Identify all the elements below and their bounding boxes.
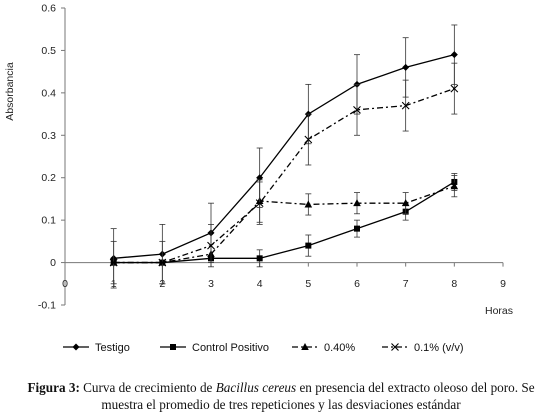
data-point [450, 51, 458, 59]
data-point [207, 241, 215, 250]
x-tick-label: 0 [62, 278, 68, 290]
y-tick-label: 0.4 [41, 87, 56, 99]
data-point [450, 84, 459, 93]
x-axis-label: Horas [485, 305, 513, 317]
figure-caption: Figura 3: Curva de crecimiento de Bacill… [8, 379, 554, 413]
y-axis-label: Absorbancia [4, 62, 16, 121]
data-point [401, 199, 410, 207]
legend-item-1: Testigo [63, 342, 130, 354]
y-tick-label: 0.5 [41, 45, 56, 57]
legend: Testigo Control Positivo 0.40% 0.1% (v/v) [63, 342, 464, 354]
growth-curve-chart: -0.100.10.20.30.40.50.6 0123456789 Absor… [4, 3, 513, 355]
legend-marker [391, 343, 399, 351]
data-point [158, 258, 167, 267]
x-tick-label: 8 [451, 278, 457, 290]
series-4 [109, 62, 459, 285]
legend-label: Testigo [95, 342, 130, 354]
y-tick-label: 0.1 [41, 215, 56, 227]
y-tick-label: 0.6 [41, 3, 56, 15]
data-point [304, 135, 313, 144]
x-tick-label: 9 [500, 278, 506, 290]
caption-text-after: en presencia del extracto oleoso del por… [101, 380, 535, 412]
data-point [305, 242, 312, 249]
legend-marker [301, 343, 309, 350]
data-point [109, 258, 118, 267]
data-point [354, 225, 360, 232]
legend-label: 0.40% [324, 342, 355, 354]
data-point [402, 63, 410, 71]
x-tick-label: 6 [354, 278, 360, 290]
y-tick-label: 0.2 [41, 172, 56, 184]
legend-label: 0.1% (v/v) [414, 342, 464, 354]
data-point [353, 105, 361, 114]
caption-label: Figura 3: [27, 380, 80, 395]
legend-marker [170, 344, 176, 350]
legend-marker [72, 343, 80, 351]
data-point [401, 101, 410, 110]
legend-label: Control Positivo [192, 342, 269, 354]
y-tick-label: 0 [50, 257, 56, 269]
x-tick-label: 4 [257, 278, 263, 290]
legend-item-4: 0.1% (v/v) [382, 342, 464, 354]
x-tick-labels: 0123456789 [62, 262, 506, 290]
caption-species: Bacillus cereus [215, 380, 297, 395]
y-tick-label: -0.1 [38, 300, 56, 312]
x-tick-label: 7 [403, 278, 409, 290]
y-tick-label: 0.3 [41, 130, 56, 142]
x-tick-label: 3 [208, 278, 214, 290]
data-point [353, 199, 361, 207]
plot-area [109, 24, 459, 289]
data-point [450, 182, 459, 190]
data-point [255, 199, 264, 208]
x-tick-label: 5 [305, 278, 311, 290]
series-line [113, 181, 455, 264]
caption-text-before: Curva de crecimiento de [79, 380, 216, 395]
legend-item-2: Control Positivo [160, 342, 269, 354]
data-point [256, 255, 263, 262]
legend-item-3: 0.40% [292, 342, 355, 354]
series-line [113, 88, 455, 264]
data-point [304, 200, 313, 208]
axes [64, 8, 503, 305]
series-line [113, 54, 455, 259]
y-tick-labels: -0.1 0 0.1 0.2 0.3 0.4 0.5 0.6 [38, 3, 65, 312]
series-line [113, 185, 455, 264]
